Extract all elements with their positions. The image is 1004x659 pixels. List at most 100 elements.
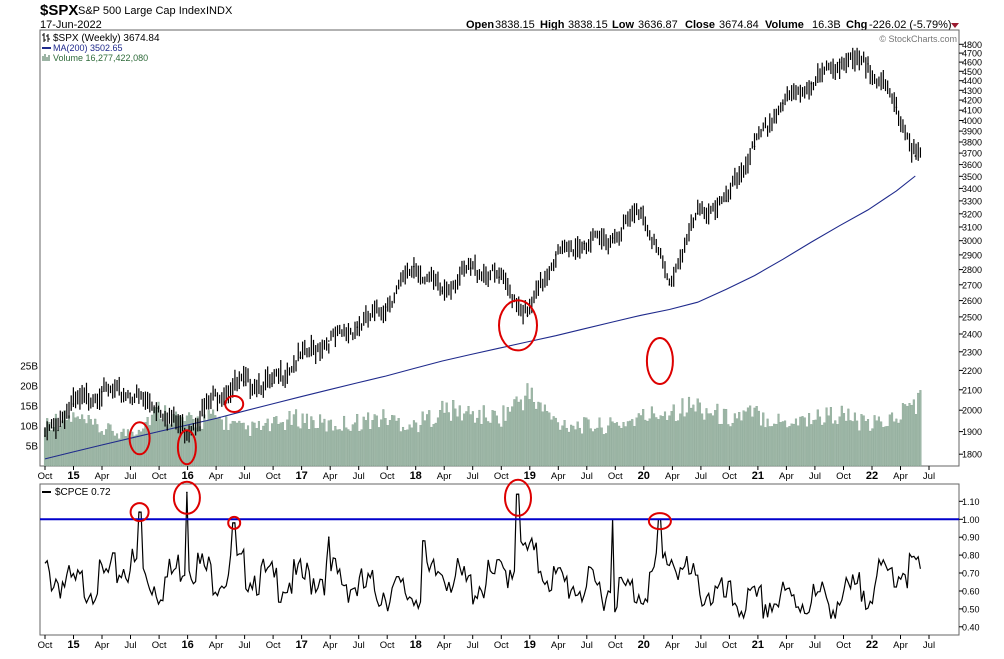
cpce-y-tick-label: 0.50 — [962, 604, 980, 614]
volume-bar — [856, 420, 859, 467]
cpce-x-tick-label: Oct — [380, 640, 395, 651]
volume-bar — [144, 421, 147, 467]
y-tick-label: 3400 — [962, 184, 982, 194]
cpce-x-tick-label: 19 — [524, 639, 536, 651]
x-tick-label: Oct — [38, 471, 53, 482]
volume-bar — [729, 426, 732, 467]
volume-bar — [447, 412, 450, 467]
volume-bar — [65, 420, 68, 467]
volume-bar — [565, 427, 568, 467]
volume-bar — [310, 416, 313, 467]
volume-bar — [294, 409, 298, 467]
volume-bar — [111, 430, 114, 467]
price-panel-frame — [39, 29, 960, 467]
volume-bar — [757, 410, 760, 467]
price-point — [555, 254, 557, 256]
cpce-y-tick-label: 1.10 — [962, 497, 980, 507]
volume-bar — [766, 418, 769, 467]
highlight-circle — [129, 502, 150, 523]
volume-bar — [329, 419, 333, 467]
volume-bar — [463, 413, 466, 467]
volume-bar — [423, 420, 426, 467]
volume-bar — [78, 419, 81, 467]
volume-bar — [142, 428, 145, 467]
volume-bar — [559, 429, 562, 467]
volume-bar — [862, 415, 865, 467]
cpce-x-tick-label: 22 — [866, 639, 878, 651]
volume-bar — [284, 430, 287, 467]
volume-bar — [48, 422, 51, 467]
volume-bar — [890, 412, 894, 467]
low-label: Low — [612, 19, 634, 31]
volume-bar — [823, 422, 826, 467]
volume-bar — [192, 419, 195, 467]
volume-bar — [814, 419, 817, 467]
price-point — [867, 63, 869, 65]
volume-bar — [869, 430, 872, 467]
volume-bar — [884, 426, 887, 467]
volume-bar — [840, 405, 843, 467]
volume-bar — [882, 427, 885, 467]
cpce-x-tick-label: Jul — [124, 640, 136, 651]
price-point — [583, 242, 585, 245]
volume-bar — [467, 406, 470, 467]
cpce-x-tick-label: Apr — [551, 640, 566, 651]
volume-bar — [572, 425, 575, 467]
cpce-peak-point — [233, 522, 235, 524]
volume-bar — [59, 426, 62, 467]
volume-bar — [174, 411, 178, 467]
chart-date: 17-Jun-2022 — [40, 19, 102, 31]
cpce-x-tick-label: 18 — [410, 639, 422, 651]
cpce-x-tick-label: Oct — [836, 640, 851, 651]
volume-bar — [661, 416, 664, 467]
volume-bar — [408, 424, 411, 467]
volume-bar — [81, 414, 84, 467]
x-tick-label: Oct — [836, 471, 851, 482]
x-tick-label: 22 — [866, 470, 878, 482]
volume-bar — [515, 396, 518, 467]
volume-bar — [275, 416, 278, 467]
volume-bar — [493, 410, 496, 467]
volume-bar — [873, 415, 876, 467]
volume-bar — [698, 402, 701, 467]
price-plot — [43, 47, 922, 467]
volume-bar — [489, 422, 492, 467]
volume-bar — [120, 431, 123, 467]
symbol-title: $SPX — [40, 2, 78, 19]
cpce-y-tick-label: 0.90 — [962, 533, 980, 543]
volume-bar — [74, 417, 77, 467]
cpce-x-tick-label: 16 — [181, 639, 193, 651]
volume-bar — [725, 409, 728, 467]
volume-bar — [471, 411, 474, 467]
volume-bar — [674, 421, 677, 467]
volume-bar — [749, 405, 752, 467]
volume-bar — [714, 410, 717, 467]
volume-bar — [535, 408, 538, 467]
cpce-y-tick-label: 0.40 — [962, 622, 980, 632]
y-tick-label: 4800 — [962, 40, 982, 50]
volume-bar — [792, 423, 795, 467]
volume-bar — [687, 396, 691, 467]
volume-bar — [126, 429, 130, 467]
volume-bar — [622, 422, 625, 467]
volume-bar — [98, 432, 101, 467]
volume-bar — [722, 408, 725, 467]
cpce-x-tick-label: 21 — [752, 639, 764, 651]
volume-bar — [711, 415, 715, 467]
price-point — [753, 145, 756, 148]
volume-bar — [849, 420, 852, 467]
volume-bar — [744, 411, 747, 467]
y-tick-label: 3600 — [962, 160, 982, 170]
volume-bar — [364, 420, 367, 467]
volume-bar — [777, 413, 780, 467]
volume-bar — [735, 418, 739, 467]
volume-bar — [701, 413, 704, 467]
volume-bar — [94, 418, 97, 467]
y-tick-label: 2900 — [962, 250, 982, 260]
volume-bar — [718, 424, 721, 467]
volume-bar — [225, 416, 228, 467]
volume-bar — [692, 404, 695, 467]
volume-bar — [161, 421, 164, 467]
volume-bar — [388, 420, 391, 467]
volume-bar — [906, 405, 909, 467]
